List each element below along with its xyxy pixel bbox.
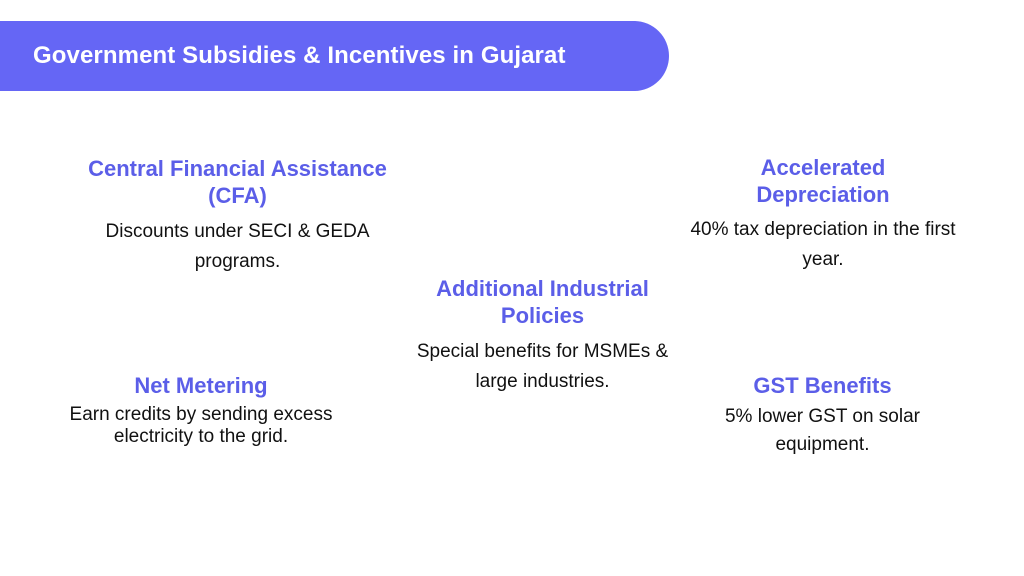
- net-metering-title: Net Metering: [134, 373, 268, 398]
- gst-benefits-description: 5% lower GST on solar equipment.: [724, 406, 920, 455]
- title-banner: Government Subsidies & Incentives in Guj…: [0, 21, 669, 91]
- gst-benefits-title: GST Benefits: [753, 373, 892, 398]
- cfa-description: Discounts under SECI & GEDA programs.: [105, 221, 370, 272]
- accelerated-depreciation-description: 40% tax depreciation in the first year.: [690, 219, 956, 270]
- industrial-policies-card: Additional Industrial Policies Special b…: [400, 275, 685, 397]
- net-metering-card: Net Metering Earn credits by sending exc…: [60, 372, 342, 448]
- accelerated-depreciation-title: Accelerated Depreciation: [756, 155, 890, 207]
- accelerated-depreciation-card: Accelerated Depreciation 40% tax depreci…: [688, 154, 958, 275]
- industrial-policies-title: Additional Industrial Policies: [436, 276, 649, 328]
- net-metering-description: Earn credits by sending excess electrici…: [69, 404, 333, 447]
- cfa-title: Central Financial Assistance (CFA): [88, 156, 387, 208]
- industrial-policies-description: Special benefits for MSMEs & large indus…: [416, 341, 669, 392]
- gst-benefits-card: GST Benefits 5% lower GST on solar equip…: [700, 372, 945, 459]
- page-title: Government Subsidies & Incentives in Guj…: [33, 42, 566, 69]
- cfa-card: Central Financial Assistance (CFA) Disco…: [60, 155, 415, 277]
